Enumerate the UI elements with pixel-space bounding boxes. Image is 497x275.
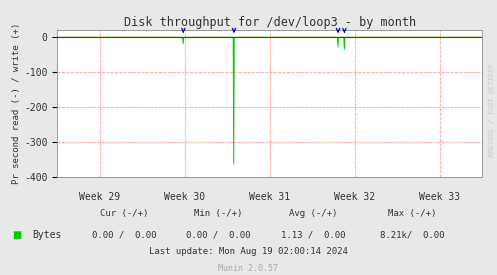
Text: Week 32: Week 32 [334, 192, 375, 202]
Title: Disk throughput for /dev/loop3 - by month: Disk throughput for /dev/loop3 - by mont… [124, 16, 415, 29]
Text: Min (-/+): Min (-/+) [194, 209, 243, 218]
Text: Week 33: Week 33 [419, 192, 460, 202]
Text: Cur (-/+): Cur (-/+) [100, 209, 149, 218]
Text: Week 29: Week 29 [79, 192, 120, 202]
Text: 8.21k/  0.00: 8.21k/ 0.00 [380, 231, 445, 240]
Y-axis label: Pr second read (-) / write (+): Pr second read (-) / write (+) [12, 23, 21, 185]
Text: Week 31: Week 31 [249, 192, 290, 202]
Text: ■: ■ [12, 230, 22, 240]
Text: Max (-/+): Max (-/+) [388, 209, 437, 218]
Text: Avg (-/+): Avg (-/+) [289, 209, 337, 218]
Text: 1.13 /  0.00: 1.13 / 0.00 [281, 231, 345, 240]
Text: 0.00 /  0.00: 0.00 / 0.00 [92, 231, 157, 240]
Text: Week 30: Week 30 [164, 192, 205, 202]
Text: RRDTOOL / TOBI OETIKER: RRDTOOL / TOBI OETIKER [489, 63, 495, 157]
Text: Munin 2.0.57: Munin 2.0.57 [219, 264, 278, 273]
Text: 0.00 /  0.00: 0.00 / 0.00 [186, 231, 251, 240]
Text: Last update: Mon Aug 19 02:00:14 2024: Last update: Mon Aug 19 02:00:14 2024 [149, 247, 348, 256]
Text: Bytes: Bytes [32, 230, 62, 240]
